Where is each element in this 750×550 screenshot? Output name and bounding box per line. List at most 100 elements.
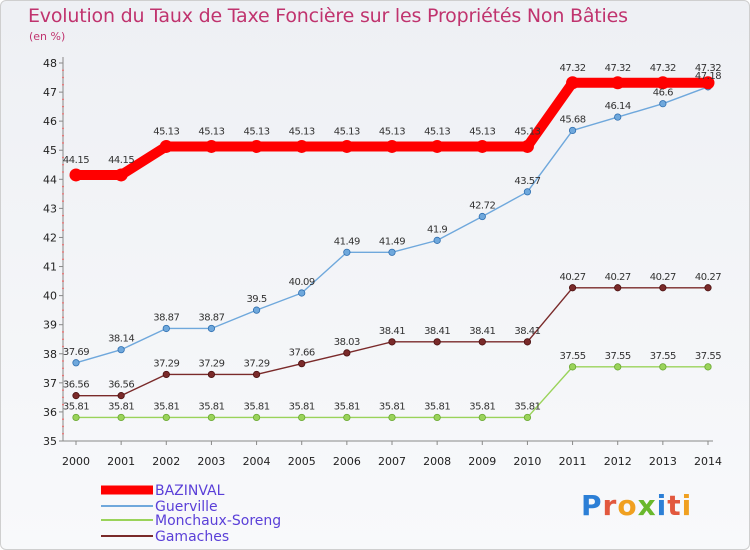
data-point-gamaches <box>72 392 80 400</box>
data-point-gamaches <box>704 284 712 292</box>
data-point-guerville <box>659 100 667 108</box>
data-label-monchaux-soreng: 35.81 <box>424 401 450 412</box>
data-point-gamaches <box>433 338 441 346</box>
y-minor-tick <box>62 403 64 406</box>
y-minor-tick <box>62 425 64 428</box>
x-tick-label: 2010 <box>513 455 541 468</box>
y-minor-tick <box>62 309 64 312</box>
x-tick-label: 2004 <box>243 455 271 468</box>
data-point-bazinval <box>340 139 354 153</box>
y-minor-tick <box>62 258 64 261</box>
data-point-monchaux-soreng <box>298 413 306 422</box>
data-point-gamaches <box>162 370 170 379</box>
y-minor-tick <box>62 251 64 253</box>
data-point-bazinval <box>656 76 670 90</box>
data-point-bazinval <box>566 76 580 90</box>
logo-letter: t <box>667 489 682 522</box>
data-label-gamaches: 38.41 <box>469 326 495 337</box>
data-point-bazinval <box>295 139 309 153</box>
data-point-monchaux-soreng <box>388 413 396 422</box>
data-label-monchaux-soreng: 37.55 <box>650 351 676 362</box>
data-label-guerville: 39.5 <box>246 294 266 305</box>
data-point-gamaches <box>252 370 261 379</box>
data-point-monchaux-soreng <box>659 363 667 371</box>
y-minor-tick <box>62 243 64 246</box>
data-label-gamaches: 36.56 <box>108 380 134 391</box>
data-label-gamaches: 37.66 <box>289 348 315 359</box>
y-minor-tick <box>62 105 64 108</box>
y-tick-label: 41 <box>43 261 57 274</box>
data-label-bazinval: 45.13 <box>244 126 270 137</box>
data-point-monchaux-soreng <box>162 413 170 422</box>
y-minor-tick <box>62 360 64 362</box>
data-label-bazinval: 47.32 <box>695 63 721 74</box>
data-point-guerville <box>207 324 216 333</box>
data-point-bazinval <box>611 76 625 90</box>
y-minor-tick <box>62 331 64 333</box>
y-minor-tick <box>62 338 64 341</box>
data-label-bazinval: 45.13 <box>379 126 405 137</box>
x-tick-label: 2012 <box>604 455 632 468</box>
data-label-guerville: 40.09 <box>289 277 315 288</box>
data-point-monchaux-soreng <box>252 413 261 422</box>
data-label-monchaux-soreng: 35.81 <box>108 401 134 412</box>
x-tick-label: 2007 <box>378 455 406 468</box>
data-point-gamaches <box>614 284 622 292</box>
data-label-bazinval: 45.13 <box>153 126 179 137</box>
data-label-monchaux-soreng: 35.81 <box>289 401 315 412</box>
data-label-gamaches: 37.29 <box>153 358 179 369</box>
data-label-bazinval: 45.13 <box>198 126 224 137</box>
x-tick-label: 2005 <box>288 455 316 468</box>
data-label-gamaches: 37.29 <box>244 358 270 369</box>
data-label-guerville: 38.87 <box>153 312 179 323</box>
data-label-guerville: 46.6 <box>653 88 673 99</box>
data-point-gamaches <box>523 338 532 346</box>
x-tick-label: 2002 <box>152 455 180 468</box>
data-label-monchaux-soreng: 35.81 <box>198 401 224 412</box>
y-minor-tick <box>62 418 64 421</box>
y-minor-tick <box>62 200 64 203</box>
y-minor-tick <box>62 272 64 275</box>
data-label-bazinval: 44.15 <box>63 155 89 166</box>
data-label-guerville: 47.18 <box>695 71 721 82</box>
data-label-gamaches: 40.27 <box>560 272 586 283</box>
data-label-bazinval: 45.13 <box>289 126 315 137</box>
data-label-monchaux-soreng: 35.81 <box>244 401 270 412</box>
y-tick-label: 39 <box>43 319 57 332</box>
x-tick-label: 2014 <box>694 455 722 468</box>
y-tick-label: 47 <box>43 86 57 99</box>
data-label-gamaches: 37.29 <box>198 358 224 369</box>
data-point-guerville <box>523 188 532 196</box>
y-minor-tick <box>62 185 64 188</box>
data-label-guerville: 37.69 <box>63 347 89 358</box>
data-label-guerville: 43.57 <box>514 176 540 187</box>
data-label-monchaux-soreng: 37.55 <box>605 351 631 362</box>
y-tick-label: 43 <box>43 202 57 215</box>
data-label-bazinval: 47.32 <box>605 63 631 74</box>
data-point-monchaux-soreng <box>523 413 532 422</box>
data-label-gamaches: 40.27 <box>650 272 676 283</box>
x-tick-label: 2000 <box>62 455 90 468</box>
data-point-guerville <box>72 359 80 367</box>
data-point-bazinval <box>520 139 534 153</box>
data-label-guerville: 41.9 <box>427 224 447 235</box>
y-minor-tick <box>62 389 64 392</box>
y-minor-tick <box>62 214 64 217</box>
data-label-gamaches: 36.56 <box>63 380 89 391</box>
data-point-bazinval <box>701 76 715 90</box>
y-minor-tick <box>62 374 64 377</box>
data-label-guerville: 46.14 <box>605 101 631 112</box>
y-tick-label: 38 <box>43 348 57 361</box>
logo-letter: i <box>656 489 668 522</box>
data-point-gamaches <box>388 338 396 346</box>
x-tick-label: 2013 <box>649 455 677 468</box>
y-tick-label: 37 <box>43 377 57 390</box>
data-point-gamaches <box>659 284 667 292</box>
logo-letter: o <box>617 489 638 522</box>
x-tick-label: 2003 <box>197 455 225 468</box>
logo-letter: i <box>681 489 693 522</box>
y-minor-tick <box>62 280 64 282</box>
data-point-gamaches <box>117 392 125 400</box>
